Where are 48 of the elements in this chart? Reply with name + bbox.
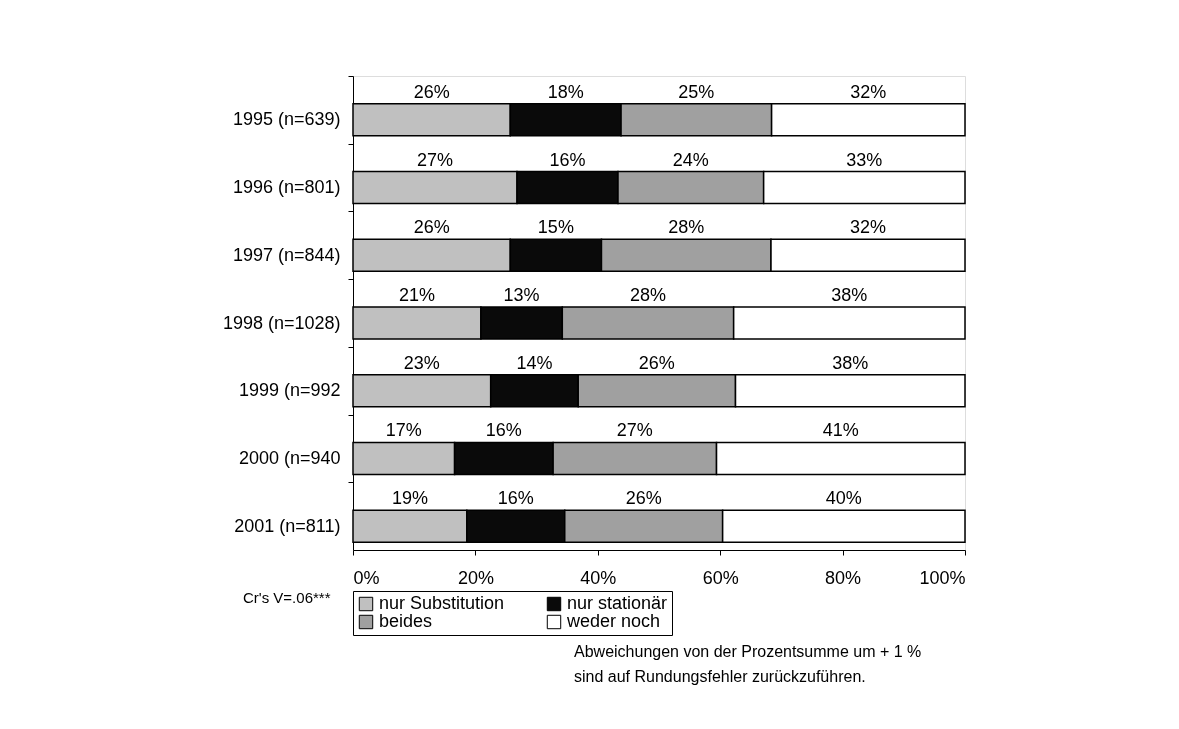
data-label: 23% — [403, 352, 440, 373]
data-label: 38% — [831, 285, 868, 305]
y-tick-label: 1999 (n=992 — [238, 380, 341, 401]
data-label: 28% — [668, 217, 705, 238]
data-label: 25% — [678, 81, 715, 102]
data-label: 24% — [672, 149, 709, 170]
data-label: 26% — [638, 352, 675, 373]
x-tick-label: 80% — [825, 567, 862, 588]
data-label: 17% — [385, 420, 422, 441]
data-label: 26% — [413, 217, 450, 238]
data-label: 16% — [549, 149, 586, 170]
x-tick-label: 40% — [580, 567, 617, 588]
y-tick-label: 2001 (n=811) — [234, 515, 341, 536]
data-label: 41% — [822, 420, 859, 441]
data-label: 40% — [825, 488, 862, 509]
y-tick-label: 1995 (n=639) — [232, 109, 341, 130]
data-label: 15% — [537, 217, 574, 238]
data-label: 16% — [485, 420, 522, 441]
data-label: 14% — [516, 352, 553, 373]
x-tick-label: 0% — [353, 567, 380, 588]
data-label: 32% — [849, 217, 887, 238]
y-tick-label: 2000 (n=940 — [238, 447, 341, 468]
y-tick-label: 1997 (n=844) — [232, 244, 341, 265]
x-tick-label: 20% — [457, 567, 494, 588]
x-tick-label: 60% — [702, 567, 739, 588]
x-tick-label: 100% — [919, 567, 966, 588]
data-label: 28% — [629, 285, 666, 305]
data-label: 26% — [413, 81, 450, 102]
text: sind auf Rundungsfehler zurückzuführen. — [574, 668, 866, 685]
data-label: 33% — [846, 149, 883, 170]
data-label: 18% — [547, 81, 584, 102]
y-tick-label: 1996 (n=801) — [232, 177, 341, 198]
legend-label: nur Substitution — [379, 593, 505, 613]
data-label: 13% — [503, 285, 540, 305]
legend-label: nur stationär — [567, 593, 668, 613]
y-tick-label: 1998 (n=1028) — [222, 312, 341, 333]
data-label: 38% — [832, 352, 869, 373]
data-label: 21% — [398, 285, 435, 305]
data-label: 27% — [416, 149, 454, 170]
data-label: 32% — [850, 81, 887, 102]
legend-label: weder noch — [566, 611, 661, 631]
text: Abweichungen von der Prozentsumme um + 1 % — [574, 643, 922, 660]
text: Cr's V=.06*** — [243, 589, 331, 606]
data-label: 26% — [625, 488, 662, 509]
data-label: 19% — [391, 488, 428, 509]
data-label: 27% — [616, 420, 653, 441]
legend-label: beides — [379, 611, 433, 631]
data-label: 16% — [497, 488, 534, 509]
